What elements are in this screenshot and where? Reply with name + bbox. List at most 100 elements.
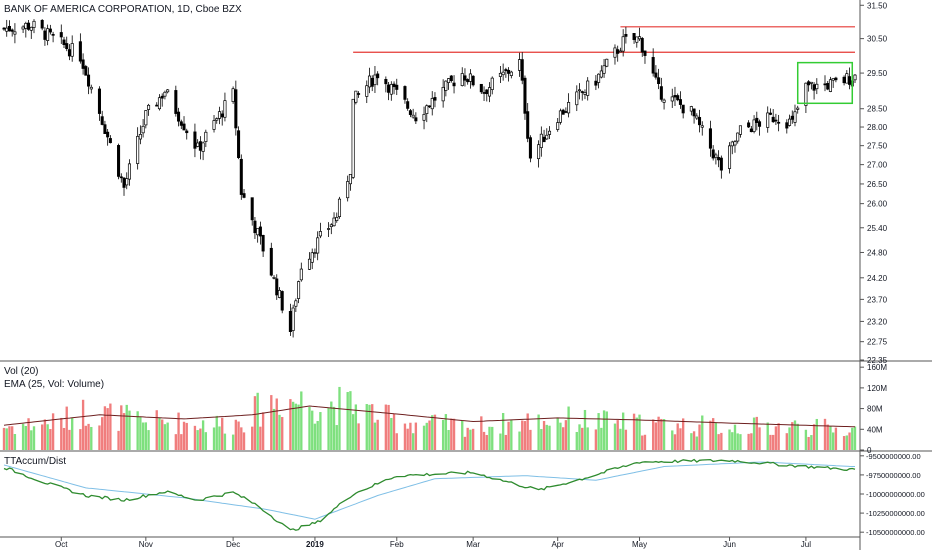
volume-bar <box>422 425 426 450</box>
candle-body <box>635 36 639 43</box>
volume-bar <box>41 424 44 450</box>
volume-bar <box>251 426 254 450</box>
time-tick-label: Apr <box>551 540 564 549</box>
candle-body <box>504 69 508 72</box>
volume-bar <box>564 420 568 450</box>
candle-body <box>414 117 418 122</box>
volume-bar <box>548 425 551 450</box>
volume-bar <box>237 421 240 450</box>
candle-body <box>788 118 792 126</box>
volume-bar <box>60 417 63 450</box>
volume-bar <box>409 422 412 450</box>
volume-bar <box>185 422 188 450</box>
volume-ema-line <box>3 405 855 428</box>
volume-bar <box>750 433 753 450</box>
volume-bar <box>772 434 775 450</box>
candle-body <box>681 104 685 114</box>
candle-body <box>40 19 44 29</box>
volume-bar <box>275 398 278 450</box>
candle-body <box>520 59 524 81</box>
candle-body <box>526 111 530 139</box>
candle-body <box>70 43 74 57</box>
candle-body <box>327 228 331 230</box>
candle-body <box>777 121 781 124</box>
volume-bar <box>469 429 472 450</box>
volume-bar <box>11 426 14 450</box>
candle-body <box>351 98 355 178</box>
candle-body <box>755 117 759 123</box>
candle-body <box>48 28 52 33</box>
volume-bar <box>529 429 532 450</box>
volume-bar <box>720 432 723 450</box>
candle-body <box>425 105 429 114</box>
candle-body <box>261 234 265 252</box>
candle-body <box>177 111 181 122</box>
volume-bar <box>403 423 407 450</box>
candle-body <box>62 39 66 45</box>
volume-bar <box>807 436 810 450</box>
volume-bar <box>523 421 527 450</box>
volume-bar <box>619 428 622 450</box>
candle-body <box>692 108 696 117</box>
candle-body <box>220 113 224 118</box>
candle-body <box>141 125 145 134</box>
candle-body <box>297 281 301 299</box>
volume-bar <box>793 420 797 450</box>
candle-body <box>201 142 205 152</box>
candle-body <box>318 231 322 237</box>
candle-body <box>174 90 178 114</box>
time-tick-label: Oct <box>55 540 68 549</box>
accum-dist-signal-line <box>3 461 855 520</box>
volume-bar <box>788 427 791 450</box>
candle-body <box>373 74 377 86</box>
candle-body <box>845 73 849 84</box>
volume-bar <box>602 410 606 450</box>
volume-bar <box>851 427 854 450</box>
candle-body <box>826 83 830 90</box>
volume-bar <box>21 423 25 450</box>
volume-bar <box>163 424 167 450</box>
candle-body <box>144 110 148 126</box>
candle-body <box>280 291 284 311</box>
volume-bar <box>714 422 718 450</box>
volume-bar <box>709 420 712 450</box>
volume-bar <box>223 433 227 450</box>
volume-tick-label: 160M <box>867 363 887 372</box>
volume-bar <box>231 434 235 450</box>
volume-bar <box>485 434 488 450</box>
volume-bar <box>731 432 734 450</box>
volume-bar <box>624 429 628 450</box>
candle-body <box>714 154 718 158</box>
volume-bar <box>461 420 464 450</box>
volume-bar <box>542 420 546 450</box>
candle-body <box>662 99 666 103</box>
volume-bar <box>158 417 161 450</box>
time-tick-label: Nov <box>139 540 153 549</box>
candle-body <box>547 130 552 135</box>
candle-body <box>618 50 622 53</box>
volume-title: Vol (20) <box>4 366 39 377</box>
volume-bar <box>84 425 87 450</box>
volume-bar <box>357 423 360 450</box>
volume-bar <box>491 426 494 450</box>
candle-body <box>84 66 88 76</box>
price-tick-label: 26.50 <box>867 180 888 189</box>
candle-body <box>166 89 170 93</box>
time-tick-label: Jun <box>723 540 736 549</box>
volume-bar <box>692 431 696 450</box>
accum-tick-label: -9500000000.00 <box>866 452 921 461</box>
volume-bar <box>690 433 693 450</box>
candle-body <box>659 86 663 100</box>
volume-ema-title: EMA (25, Vol: Volume) <box>4 379 105 390</box>
candle-body <box>406 101 410 109</box>
volume-bar <box>804 429 808 450</box>
price-tick-label: 26.00 <box>867 200 888 209</box>
consolidation-box <box>796 61 854 105</box>
candle-body <box>509 71 513 76</box>
volume-bar <box>300 391 303 450</box>
candle-body <box>853 74 857 81</box>
candle-body <box>490 77 494 90</box>
volume-bar <box>621 412 625 450</box>
volume-bar <box>376 419 379 450</box>
volume-bar <box>526 413 529 450</box>
